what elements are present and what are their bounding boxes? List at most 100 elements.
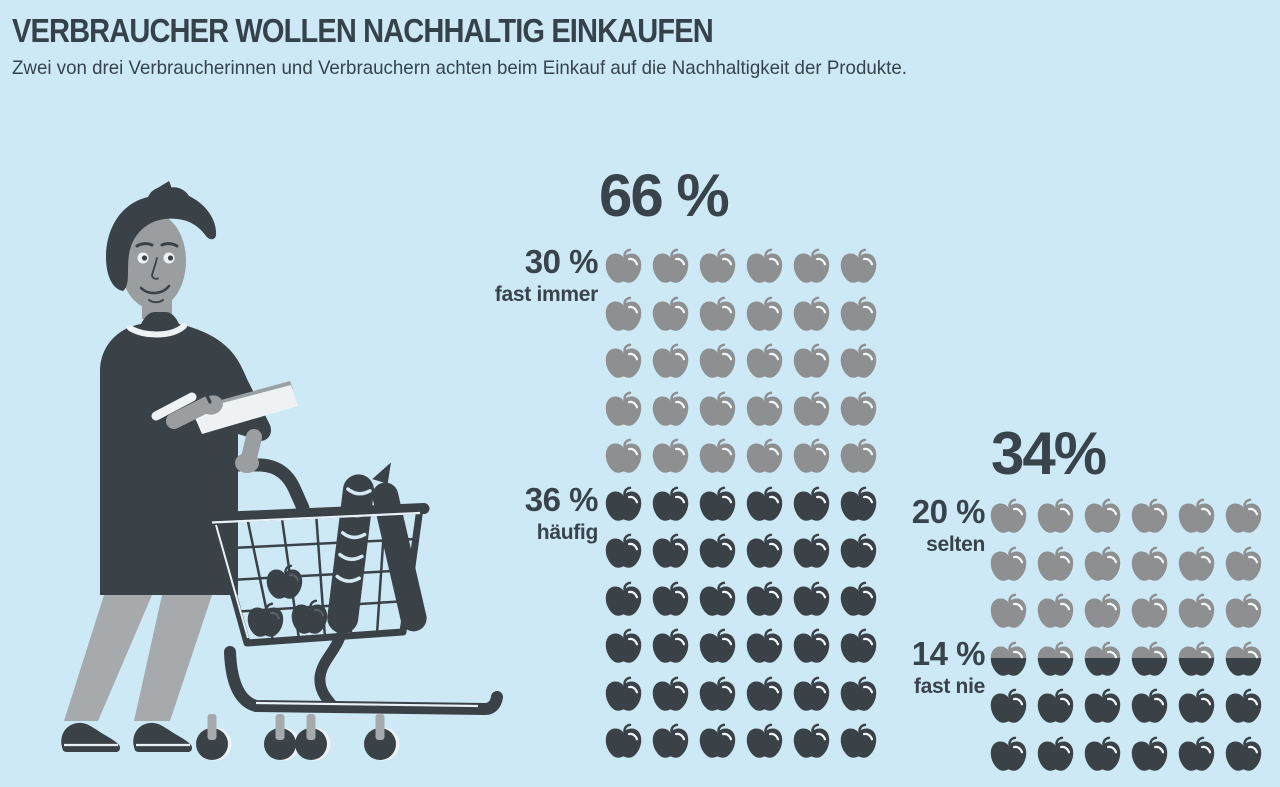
apple-icon [990, 498, 1027, 533]
apple-icon [746, 296, 783, 331]
apple-icon [1178, 498, 1215, 533]
apple-icon [746, 248, 783, 283]
apple-icon [746, 391, 783, 426]
apple-icon [793, 391, 830, 426]
cart-apples [247, 602, 284, 637]
apple-icon [699, 628, 736, 663]
segment-percent: 30 % [524, 243, 599, 280]
apple-icon [1037, 546, 1074, 581]
apple-icon [840, 248, 877, 283]
apple-icon [793, 486, 830, 521]
apple-icon [746, 438, 783, 473]
apple-icon [1084, 546, 1121, 581]
shopping-cart [196, 453, 503, 761]
apple-icon [652, 296, 689, 331]
cart-apples [291, 599, 328, 634]
apple-icon [699, 723, 736, 758]
hand-on-handle [235, 453, 259, 473]
apple-icon [1225, 641, 1262, 676]
apple-icon [840, 533, 877, 568]
apple-icon [1178, 688, 1215, 723]
apple-icon [1131, 593, 1168, 628]
apple-icon [605, 438, 642, 473]
segment-name: fast immer [494, 283, 599, 306]
apple-icon [652, 628, 689, 663]
apple-icon [793, 343, 830, 378]
apple-icon [746, 723, 783, 758]
apple-icon [1131, 498, 1168, 533]
apple-icon [1131, 641, 1168, 676]
apple-icon [1131, 736, 1168, 771]
apple-icon [746, 581, 783, 616]
segment-label-selten: 20 % selten [912, 494, 986, 559]
apple-icon [1178, 736, 1215, 771]
apple-pictogram-grid [988, 497, 1264, 774]
segment-percent: 36 % [524, 481, 599, 518]
apple-icon [1084, 641, 1121, 676]
apple-icon [793, 723, 830, 758]
apple-icon [1037, 593, 1074, 628]
apple-icon [605, 248, 642, 283]
apple-icon [1037, 688, 1074, 723]
apple-icon [840, 438, 877, 473]
chart-66-total: 66 % [599, 162, 730, 229]
apple-icon [605, 296, 642, 331]
cart-wheels [196, 714, 400, 761]
apple-icon [840, 628, 877, 663]
apple-icon [1131, 546, 1168, 581]
apple-icon [1178, 593, 1215, 628]
apple-icon [1037, 641, 1074, 676]
apple-icon [746, 533, 783, 568]
segment-label-fast-nie: 14 % fast nie [912, 636, 986, 701]
apple-icon [605, 486, 642, 521]
apple-icon [746, 628, 783, 663]
apple-pictogram-grid [603, 247, 879, 761]
apple-icon [652, 343, 689, 378]
shoe-icon [133, 722, 193, 752]
apple-icon [605, 723, 642, 758]
shopping-list-paper [192, 385, 298, 434]
apple-icon [840, 296, 877, 331]
segment-name: häufig [536, 521, 599, 544]
apple-icon [1225, 546, 1262, 581]
apple-icon [1225, 498, 1262, 533]
apple-icon [699, 248, 736, 283]
apple-icon [1178, 546, 1215, 581]
segment-label-haeufig: 36 % häufig [524, 481, 599, 547]
shopper-with-shopping-cart-illustration [61, 181, 503, 761]
pen-icon [197, 377, 212, 404]
apple-icon [990, 546, 1027, 581]
apple-icon [652, 486, 689, 521]
apple-icon [652, 533, 689, 568]
apple-icon [699, 391, 736, 426]
apple-icon [699, 343, 736, 378]
apple-icon [605, 676, 642, 711]
page-subtitle: Zwei von drei Verbraucherinnen und Verbr… [12, 57, 907, 79]
segment-name: fast nie [913, 675, 985, 698]
apple-icon [1178, 641, 1215, 676]
apple-icon [746, 343, 783, 378]
apple-icon [840, 723, 877, 758]
apple-icon [652, 723, 689, 758]
baguette-icon [327, 474, 374, 634]
apple-icon [990, 688, 1027, 723]
apple-icon [605, 628, 642, 663]
apple-icon [1225, 736, 1262, 771]
apple-icon [990, 593, 1027, 628]
cart-apples [266, 564, 303, 599]
apple-icon [793, 438, 830, 473]
apple-icon [1131, 688, 1168, 723]
apple-icon [746, 486, 783, 521]
apple-icon [699, 486, 736, 521]
apple-icon [605, 343, 642, 378]
shoe-icon [61, 722, 121, 752]
sausage-icon [372, 462, 427, 632]
apple-icon [1225, 688, 1262, 723]
apple-icon [1037, 736, 1074, 771]
apple-icon [793, 248, 830, 283]
segment-label-fast-immer: 30 % fast immer [494, 243, 599, 309]
apple-icon [793, 628, 830, 663]
apple-icon [1084, 593, 1121, 628]
apple-icon [652, 676, 689, 711]
apple-icon [746, 676, 783, 711]
